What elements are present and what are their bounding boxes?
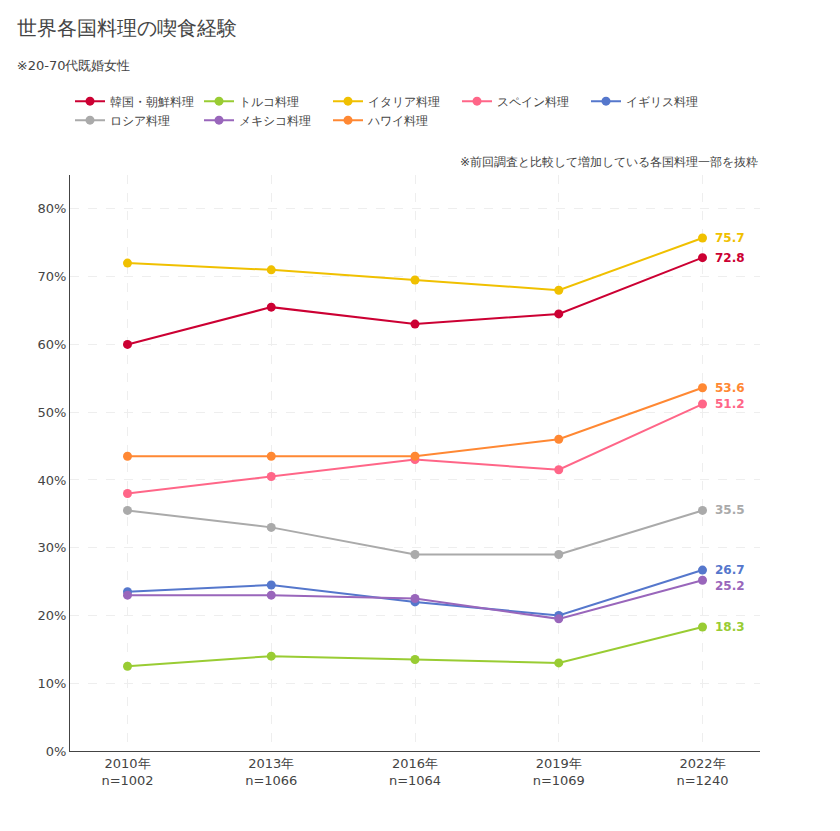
svg-text:ハワイ料理: ハワイ料理 bbox=[367, 114, 428, 128]
svg-text:2019年n=1069: 2019年n=1069 bbox=[533, 756, 585, 788]
svg-text:メキシコ料理: メキシコ料理 bbox=[239, 114, 311, 128]
svg-text:イギリス料理: イギリス料理 bbox=[626, 95, 698, 109]
svg-text:60%: 60% bbox=[37, 337, 66, 352]
svg-text:10%: 10% bbox=[37, 676, 66, 691]
svg-text:18.3: 18.3 bbox=[715, 620, 745, 634]
svg-text:2013年n=1066: 2013年n=1066 bbox=[245, 756, 297, 788]
svg-text:25.2: 25.2 bbox=[715, 579, 745, 593]
svg-text:72.8: 72.8 bbox=[715, 251, 745, 265]
svg-text:40%: 40% bbox=[37, 472, 66, 487]
svg-text:26.7: 26.7 bbox=[715, 563, 745, 577]
svg-text:2016年n=1064: 2016年n=1064 bbox=[389, 756, 441, 788]
svg-text:80%: 80% bbox=[37, 201, 66, 216]
svg-text:ロシア料理: ロシア料理 bbox=[110, 114, 170, 128]
svg-text:0%: 0% bbox=[46, 744, 67, 759]
svg-text:50%: 50% bbox=[37, 405, 66, 420]
svg-text:20%: 20% bbox=[37, 608, 66, 623]
svg-text:2010年n=1002: 2010年n=1002 bbox=[101, 756, 153, 788]
svg-text:70%: 70% bbox=[37, 269, 66, 284]
svg-text:スペイン料理: スペイン料理 bbox=[497, 95, 569, 109]
svg-text:35.5: 35.5 bbox=[715, 503, 745, 517]
svg-text:30%: 30% bbox=[37, 540, 66, 555]
svg-text:51.2: 51.2 bbox=[715, 397, 745, 411]
svg-text:トルコ料理: トルコ料理 bbox=[239, 95, 299, 109]
svg-text:世界各国料理の喫食経験: 世界各国料理の喫食経験 bbox=[17, 16, 237, 40]
svg-text:53.6: 53.6 bbox=[715, 381, 745, 395]
svg-text:※20-70代既婚女性: ※20-70代既婚女性 bbox=[17, 58, 131, 73]
svg-text:2022年n=1240: 2022年n=1240 bbox=[676, 756, 728, 788]
svg-text:※前回調査と比較して増加している各国料理一部を抜粋: ※前回調査と比較して増加している各国料理一部を抜粋 bbox=[460, 155, 758, 169]
svg-text:イタリア料理: イタリア料理 bbox=[368, 95, 440, 109]
svg-text:75.7: 75.7 bbox=[715, 231, 745, 245]
svg-text:韓国・朝鮮料理: 韓国・朝鮮料理 bbox=[110, 95, 194, 109]
